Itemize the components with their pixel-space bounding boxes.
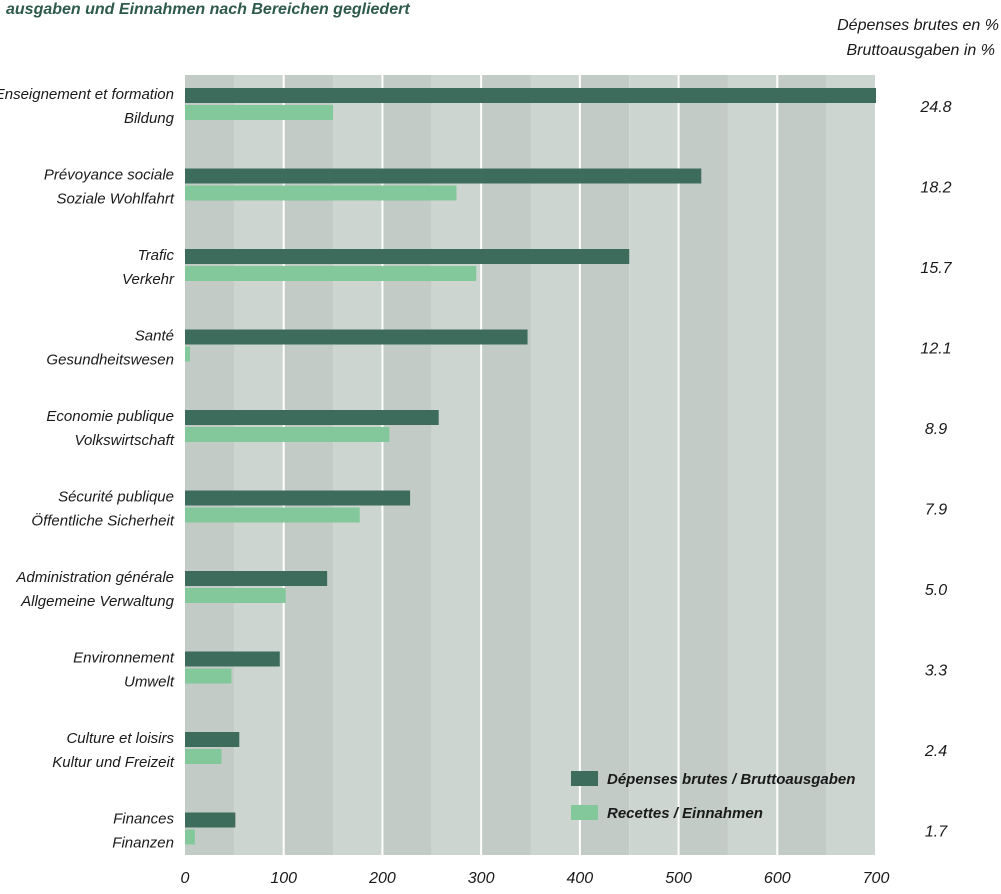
revenue-bar (185, 749, 222, 764)
expenses-bar (185, 410, 439, 425)
percent-label: 15.7 (920, 260, 952, 277)
expenses-bar (185, 88, 876, 103)
legend-swatch-expenses (571, 771, 598, 786)
x-tick-label: 300 (468, 870, 495, 887)
background-stripe (185, 75, 235, 855)
revenue-bar (185, 346, 190, 362)
percent-label: 2.4 (924, 743, 947, 760)
percent-label: 5.0 (925, 582, 947, 599)
category-label-fr: Santé (135, 328, 174, 345)
category-label-de: Volkswirtschaft (75, 432, 175, 449)
background-stripe (727, 75, 778, 855)
revenue-bar (185, 668, 232, 684)
revenue-bar (185, 507, 360, 523)
legend-label-expenses: Dépenses brutes / Bruttoausgaben (607, 771, 855, 788)
expenses-bar (185, 249, 630, 264)
x-tick-label: 400 (567, 870, 594, 887)
revenue-bar (185, 829, 195, 845)
x-tick-label: 0 (181, 870, 190, 887)
category-label-de: Soziale Wohlfahrt (56, 191, 174, 208)
category-label-fr: Enseignement et formation (0, 86, 174, 103)
percent-header-fr: Dépenses brutes en % (837, 17, 999, 34)
plot-background (185, 75, 876, 855)
x-tick-label: 200 (368, 870, 396, 887)
revenue-bar (185, 185, 457, 201)
x-tick-label: 500 (665, 870, 692, 887)
x-axis-ticks: 0 100 200 300 400 500 600 700 (181, 870, 890, 887)
category-label-fr: Sécurité publique (58, 489, 174, 506)
percent-header-de: Bruttoausgaben in % (846, 42, 995, 59)
expenses-bar (185, 168, 702, 184)
category-label-fr: Finances (113, 811, 174, 828)
background-stripe (431, 75, 482, 855)
category-label-fr: Trafic (138, 247, 175, 264)
background-stripe (481, 75, 531, 855)
legend: Dépenses brutes / Bruttoausgaben Recettes… (571, 771, 855, 822)
percent-labels: 24.8 18.2 15.7 12.1 8.9 7.9 5.0 3.3 2.4 1.7 (919, 99, 952, 841)
percent-label: 24.8 (919, 99, 951, 116)
bars (185, 88, 876, 845)
revenue-bar (185, 588, 286, 603)
category-label-fr: Administration générale (15, 569, 174, 586)
background-stripe (234, 75, 284, 855)
category-labels: Enseignement et formation Bildung Prévoyan… (0, 86, 175, 852)
category-label-fr: Culture et loisirs (66, 730, 174, 747)
category-label-de: Allgemeine Verwaltung (20, 593, 175, 610)
expenses-bar (185, 571, 328, 586)
category-label-de: Kultur und Freizeit (52, 754, 175, 771)
background-stripe (777, 75, 827, 855)
percent-label: 7.9 (925, 502, 947, 519)
expenses-bar (185, 490, 411, 506)
background-stripe (678, 75, 728, 855)
revenue-bar (185, 266, 477, 281)
category-label-de: Verkehr (122, 271, 175, 288)
category-label-de: Öffentliche Sicherheit (31, 512, 174, 530)
percent-label: 8.9 (925, 421, 947, 438)
background-stripe (530, 75, 580, 855)
background-stripe (579, 75, 630, 855)
background-stripe (283, 75, 334, 855)
percent-label: 1.7 (925, 824, 948, 841)
expenses-bar (185, 812, 236, 828)
revenue-bar (185, 427, 390, 442)
category-label-fr: Environnement (73, 650, 175, 667)
x-tick-label: 600 (764, 870, 791, 887)
expenses-bar (185, 651, 280, 667)
background-stripe (333, 75, 383, 855)
expenses-bar (185, 329, 528, 345)
revenue-bar (185, 105, 334, 120)
background-stripe (382, 75, 432, 855)
x-tick-label: 100 (270, 870, 297, 887)
percent-label: 3.3 (925, 663, 947, 680)
category-label-de: Gesundheitswesen (46, 352, 174, 369)
legend-swatch-revenue (571, 805, 598, 820)
percent-label: 12.1 (920, 341, 951, 358)
category-label-fr: Economie publique (46, 408, 174, 425)
category-label-de: Umwelt (124, 674, 175, 691)
expenses-bar (185, 732, 240, 747)
gridlines (282, 75, 877, 855)
percent-label: 18.2 (920, 180, 951, 197)
category-label-de: Finanzen (112, 835, 174, 852)
chart-title: ausgaben und Einnahmen nach Bereichen ge… (6, 1, 410, 18)
category-label-de: Bildung (124, 110, 175, 127)
legend-label-revenue: Recettes / Einnahmen (607, 805, 763, 822)
category-label-fr: Prévoyance sociale (44, 167, 174, 184)
background-stripe (629, 75, 679, 855)
x-tick-label: 700 (863, 870, 890, 887)
background-stripe (826, 75, 876, 855)
